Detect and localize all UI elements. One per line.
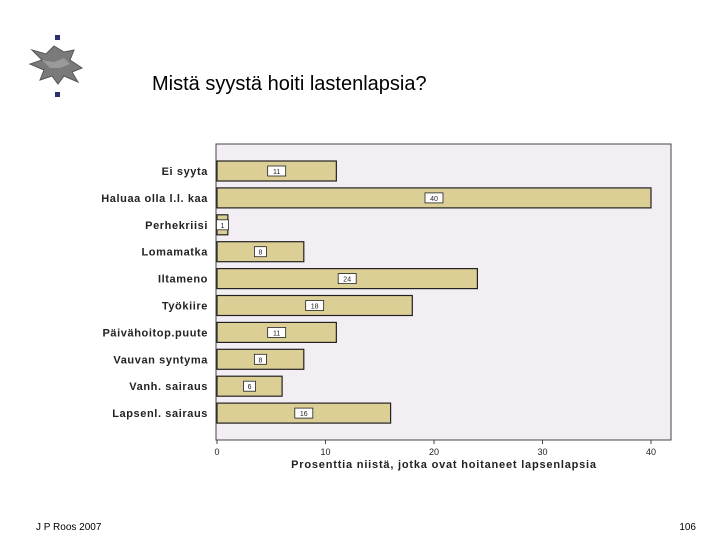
data-label-box <box>243 380 256 392</box>
data-label: 40 <box>430 196 438 203</box>
data-label-box <box>305 300 325 311</box>
category-label: Lapsenl. sairaus <box>112 408 208 420</box>
category-label: Ei syyta <box>162 166 209 178</box>
data-label: 18 <box>311 304 319 311</box>
category-label: Lomamatka <box>141 247 208 259</box>
footer-author: J P Roos 2007 <box>36 522 102 533</box>
category-label: Työkiire <box>162 301 208 313</box>
page-number: 106 <box>679 522 696 533</box>
category-label: Haluaa olla l.l. kaa <box>101 193 208 205</box>
data-label: 8 <box>258 250 262 257</box>
x-tick-label: 40 <box>646 447 656 457</box>
data-label: 11 <box>273 169 280 176</box>
data-label: 1 <box>220 223 224 230</box>
data-label-box <box>424 192 444 204</box>
category-label: Vauvan syntyma <box>113 354 208 366</box>
x-tick-label: 10 <box>320 447 330 457</box>
data-label: 8 <box>258 357 262 364</box>
slide-title: Mistä syystä hoiti lastenlapsia? <box>152 73 427 95</box>
data-label: 24 <box>343 277 351 284</box>
data-label-box <box>216 219 229 231</box>
category-label: Päivähoitop.puute <box>102 327 208 339</box>
data-label-box <box>337 273 357 285</box>
data-label-box <box>253 246 267 258</box>
x-tick-label: 30 <box>537 447 547 457</box>
category-label: Iltameno <box>158 274 208 286</box>
data-label-box <box>267 165 287 177</box>
data-label-box <box>253 353 267 365</box>
data-label-box <box>294 407 314 419</box>
x-tick-label: 0 <box>214 447 219 457</box>
data-label: 11 <box>273 330 280 337</box>
data-label: 6 <box>248 384 252 391</box>
data-label-box <box>267 326 287 338</box>
data-label: 16 <box>300 411 308 418</box>
x-tick-label: 20 <box>429 447 439 457</box>
category-label: Perhekriisi <box>145 220 208 232</box>
category-label: Vanh. sairaus <box>129 381 208 393</box>
x-axis-label: Prosenttia niistä, jotka ovat hoitaneet … <box>291 459 597 471</box>
university-lion-logo-icon <box>28 35 84 97</box>
